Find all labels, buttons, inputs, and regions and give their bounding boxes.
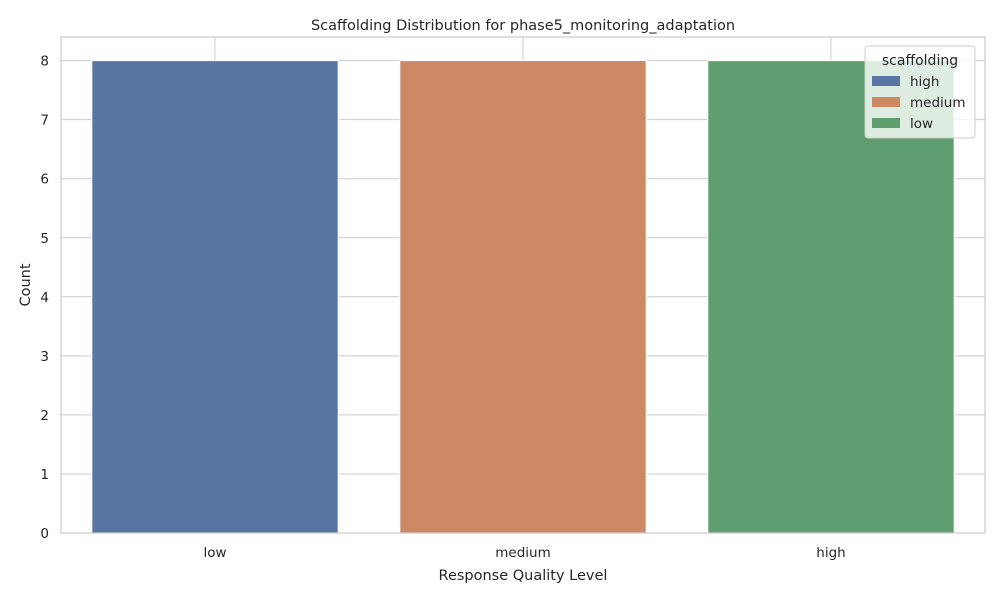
y-tick-label: 2	[40, 408, 49, 424]
x-tick-label: medium	[495, 545, 550, 561]
x-tick-labels: low medium high	[203, 545, 845, 561]
y-tick-label: 6	[40, 172, 49, 188]
y-tick-label: 8	[40, 54, 49, 70]
y-tick-labels: 0 1 2 3 4 5 6 7 8	[40, 54, 49, 542]
bar-high	[91, 60, 339, 534]
chart-title: Scaffolding Distribution for phase5_moni…	[311, 18, 735, 34]
bars	[91, 60, 955, 534]
y-tick-label: 1	[40, 467, 49, 483]
x-tick-label: high	[816, 545, 845, 561]
y-tick-label: 5	[40, 231, 49, 247]
bar-low	[707, 60, 955, 534]
legend-title: scaffolding	[882, 53, 958, 69]
legend-box	[864, 45, 976, 139]
legend-swatch-high	[872, 76, 900, 86]
legend: scaffolding high medium low	[864, 45, 976, 139]
y-tick-label: 0	[40, 526, 49, 542]
legend-swatch-medium	[872, 97, 900, 107]
legend-label-medium: medium	[910, 95, 965, 111]
y-tick-label: 7	[40, 113, 49, 129]
legend-entries: high medium low	[872, 74, 965, 132]
bar-medium	[399, 60, 647, 534]
x-tick-label: low	[203, 545, 226, 561]
legend-swatch-low	[872, 118, 900, 128]
legend-label-high: high	[910, 74, 939, 90]
plot-frame	[60, 36, 986, 534]
x-axis-label: Response Quality Level	[439, 568, 608, 584]
y-axis-label: Count	[18, 263, 34, 306]
legend-label-low: low	[910, 116, 933, 132]
y-tick-label: 4	[40, 290, 49, 306]
y-tick-label: 3	[40, 349, 49, 365]
